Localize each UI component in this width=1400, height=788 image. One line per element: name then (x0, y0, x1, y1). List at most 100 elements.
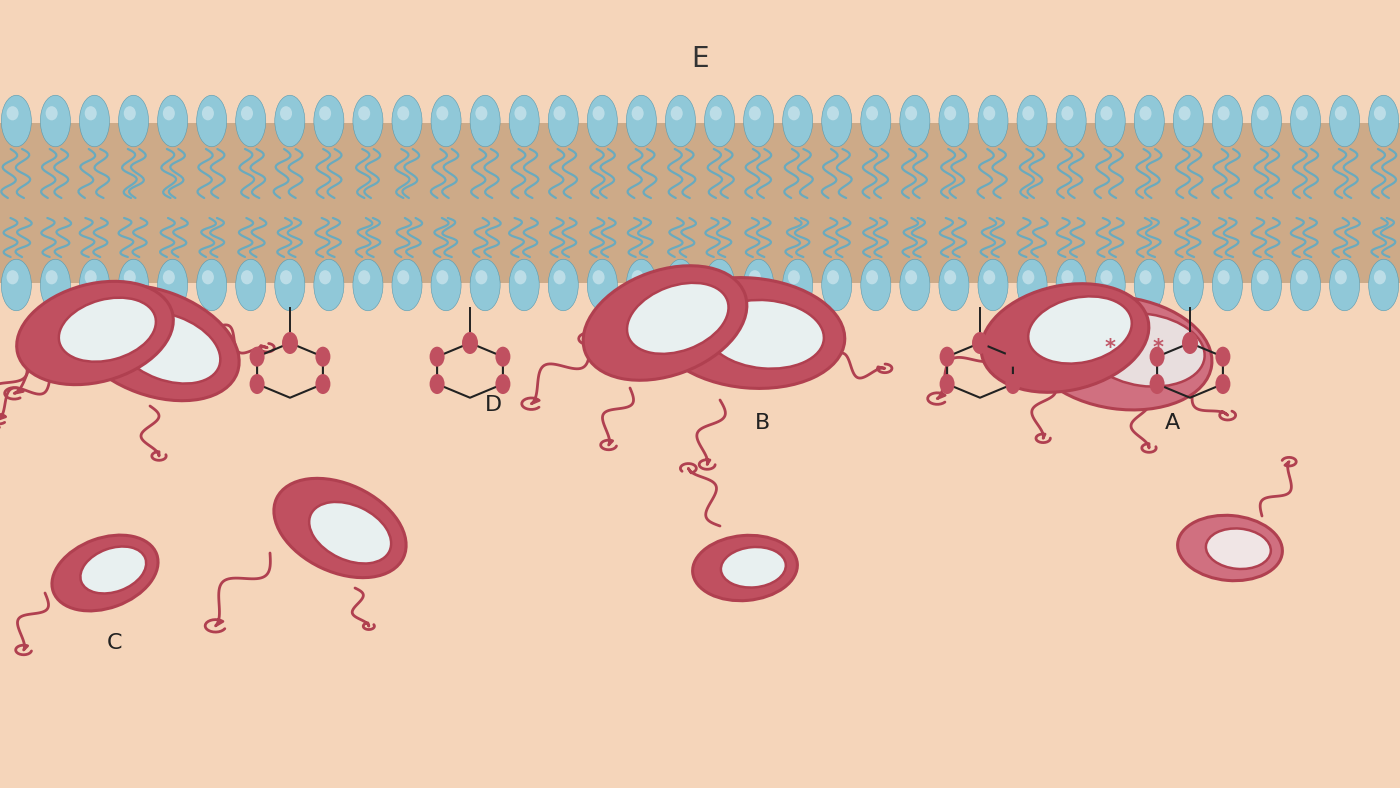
Ellipse shape (158, 259, 188, 310)
Ellipse shape (549, 95, 578, 147)
Ellipse shape (430, 374, 445, 394)
Ellipse shape (274, 259, 305, 310)
Ellipse shape (827, 270, 839, 284)
Ellipse shape (496, 347, 511, 366)
Ellipse shape (707, 300, 823, 369)
Ellipse shape (1373, 270, 1386, 284)
Ellipse shape (1257, 270, 1268, 284)
Ellipse shape (319, 106, 332, 121)
Ellipse shape (1173, 259, 1204, 310)
Ellipse shape (1085, 314, 1204, 387)
Ellipse shape (123, 106, 136, 121)
Ellipse shape (202, 270, 214, 284)
Ellipse shape (1061, 270, 1074, 284)
Ellipse shape (1369, 95, 1399, 147)
Ellipse shape (626, 95, 657, 147)
Ellipse shape (592, 270, 605, 284)
Ellipse shape (549, 259, 578, 310)
Ellipse shape (1149, 347, 1165, 366)
Ellipse shape (476, 270, 487, 284)
Ellipse shape (867, 106, 878, 121)
Ellipse shape (861, 95, 890, 147)
Ellipse shape (309, 502, 391, 563)
Ellipse shape (158, 95, 188, 147)
Ellipse shape (710, 106, 722, 121)
Ellipse shape (631, 270, 644, 284)
Ellipse shape (788, 270, 799, 284)
Ellipse shape (392, 95, 421, 147)
Ellipse shape (1100, 270, 1113, 284)
Ellipse shape (80, 95, 109, 147)
Ellipse shape (939, 95, 969, 147)
Ellipse shape (514, 270, 526, 284)
Ellipse shape (861, 259, 890, 310)
Ellipse shape (627, 283, 728, 354)
Ellipse shape (1252, 95, 1281, 147)
Ellipse shape (398, 270, 409, 284)
Ellipse shape (123, 270, 136, 284)
Ellipse shape (553, 270, 566, 284)
Ellipse shape (235, 95, 266, 147)
Ellipse shape (46, 270, 57, 284)
Ellipse shape (249, 374, 265, 394)
Ellipse shape (788, 106, 799, 121)
Ellipse shape (1373, 106, 1386, 121)
Ellipse shape (939, 259, 969, 310)
Ellipse shape (626, 259, 657, 310)
Ellipse shape (1056, 259, 1086, 310)
Ellipse shape (1330, 95, 1359, 147)
Ellipse shape (1215, 374, 1231, 394)
Ellipse shape (671, 106, 683, 121)
Ellipse shape (704, 259, 735, 310)
Ellipse shape (939, 374, 955, 394)
Ellipse shape (972, 332, 988, 354)
Ellipse shape (743, 259, 774, 310)
Ellipse shape (510, 95, 539, 147)
Ellipse shape (939, 347, 955, 366)
Ellipse shape (1218, 106, 1229, 121)
Ellipse shape (1215, 347, 1231, 366)
Ellipse shape (280, 270, 293, 284)
Ellipse shape (1369, 259, 1399, 310)
Ellipse shape (749, 106, 760, 121)
Ellipse shape (1212, 95, 1242, 147)
Ellipse shape (783, 259, 812, 310)
Ellipse shape (431, 259, 461, 310)
Ellipse shape (353, 95, 384, 147)
Ellipse shape (1218, 270, 1229, 284)
Ellipse shape (17, 281, 174, 385)
Ellipse shape (944, 106, 956, 121)
Ellipse shape (437, 270, 448, 284)
Ellipse shape (1, 95, 31, 147)
Ellipse shape (116, 312, 220, 384)
Ellipse shape (588, 259, 617, 310)
Ellipse shape (319, 270, 332, 284)
Ellipse shape (7, 106, 18, 121)
Ellipse shape (1061, 106, 1074, 121)
Ellipse shape (315, 374, 330, 394)
Ellipse shape (1330, 259, 1359, 310)
Ellipse shape (358, 106, 370, 121)
Text: E: E (692, 45, 708, 73)
Ellipse shape (196, 259, 227, 310)
Ellipse shape (983, 106, 995, 121)
Ellipse shape (315, 347, 330, 366)
Ellipse shape (398, 106, 409, 121)
Ellipse shape (721, 547, 785, 588)
Ellipse shape (1022, 270, 1035, 284)
Ellipse shape (553, 106, 566, 121)
Ellipse shape (1291, 95, 1320, 147)
Text: B: B (755, 413, 770, 433)
Ellipse shape (1095, 95, 1126, 147)
Ellipse shape (358, 270, 370, 284)
Ellipse shape (1205, 529, 1271, 569)
Ellipse shape (749, 270, 760, 284)
Ellipse shape (1016, 259, 1047, 310)
Ellipse shape (80, 259, 109, 310)
Ellipse shape (80, 547, 146, 593)
Polygon shape (0, 123, 1400, 283)
Ellipse shape (1028, 296, 1212, 410)
Ellipse shape (1022, 106, 1035, 121)
Ellipse shape (710, 270, 722, 284)
Ellipse shape (430, 347, 445, 366)
